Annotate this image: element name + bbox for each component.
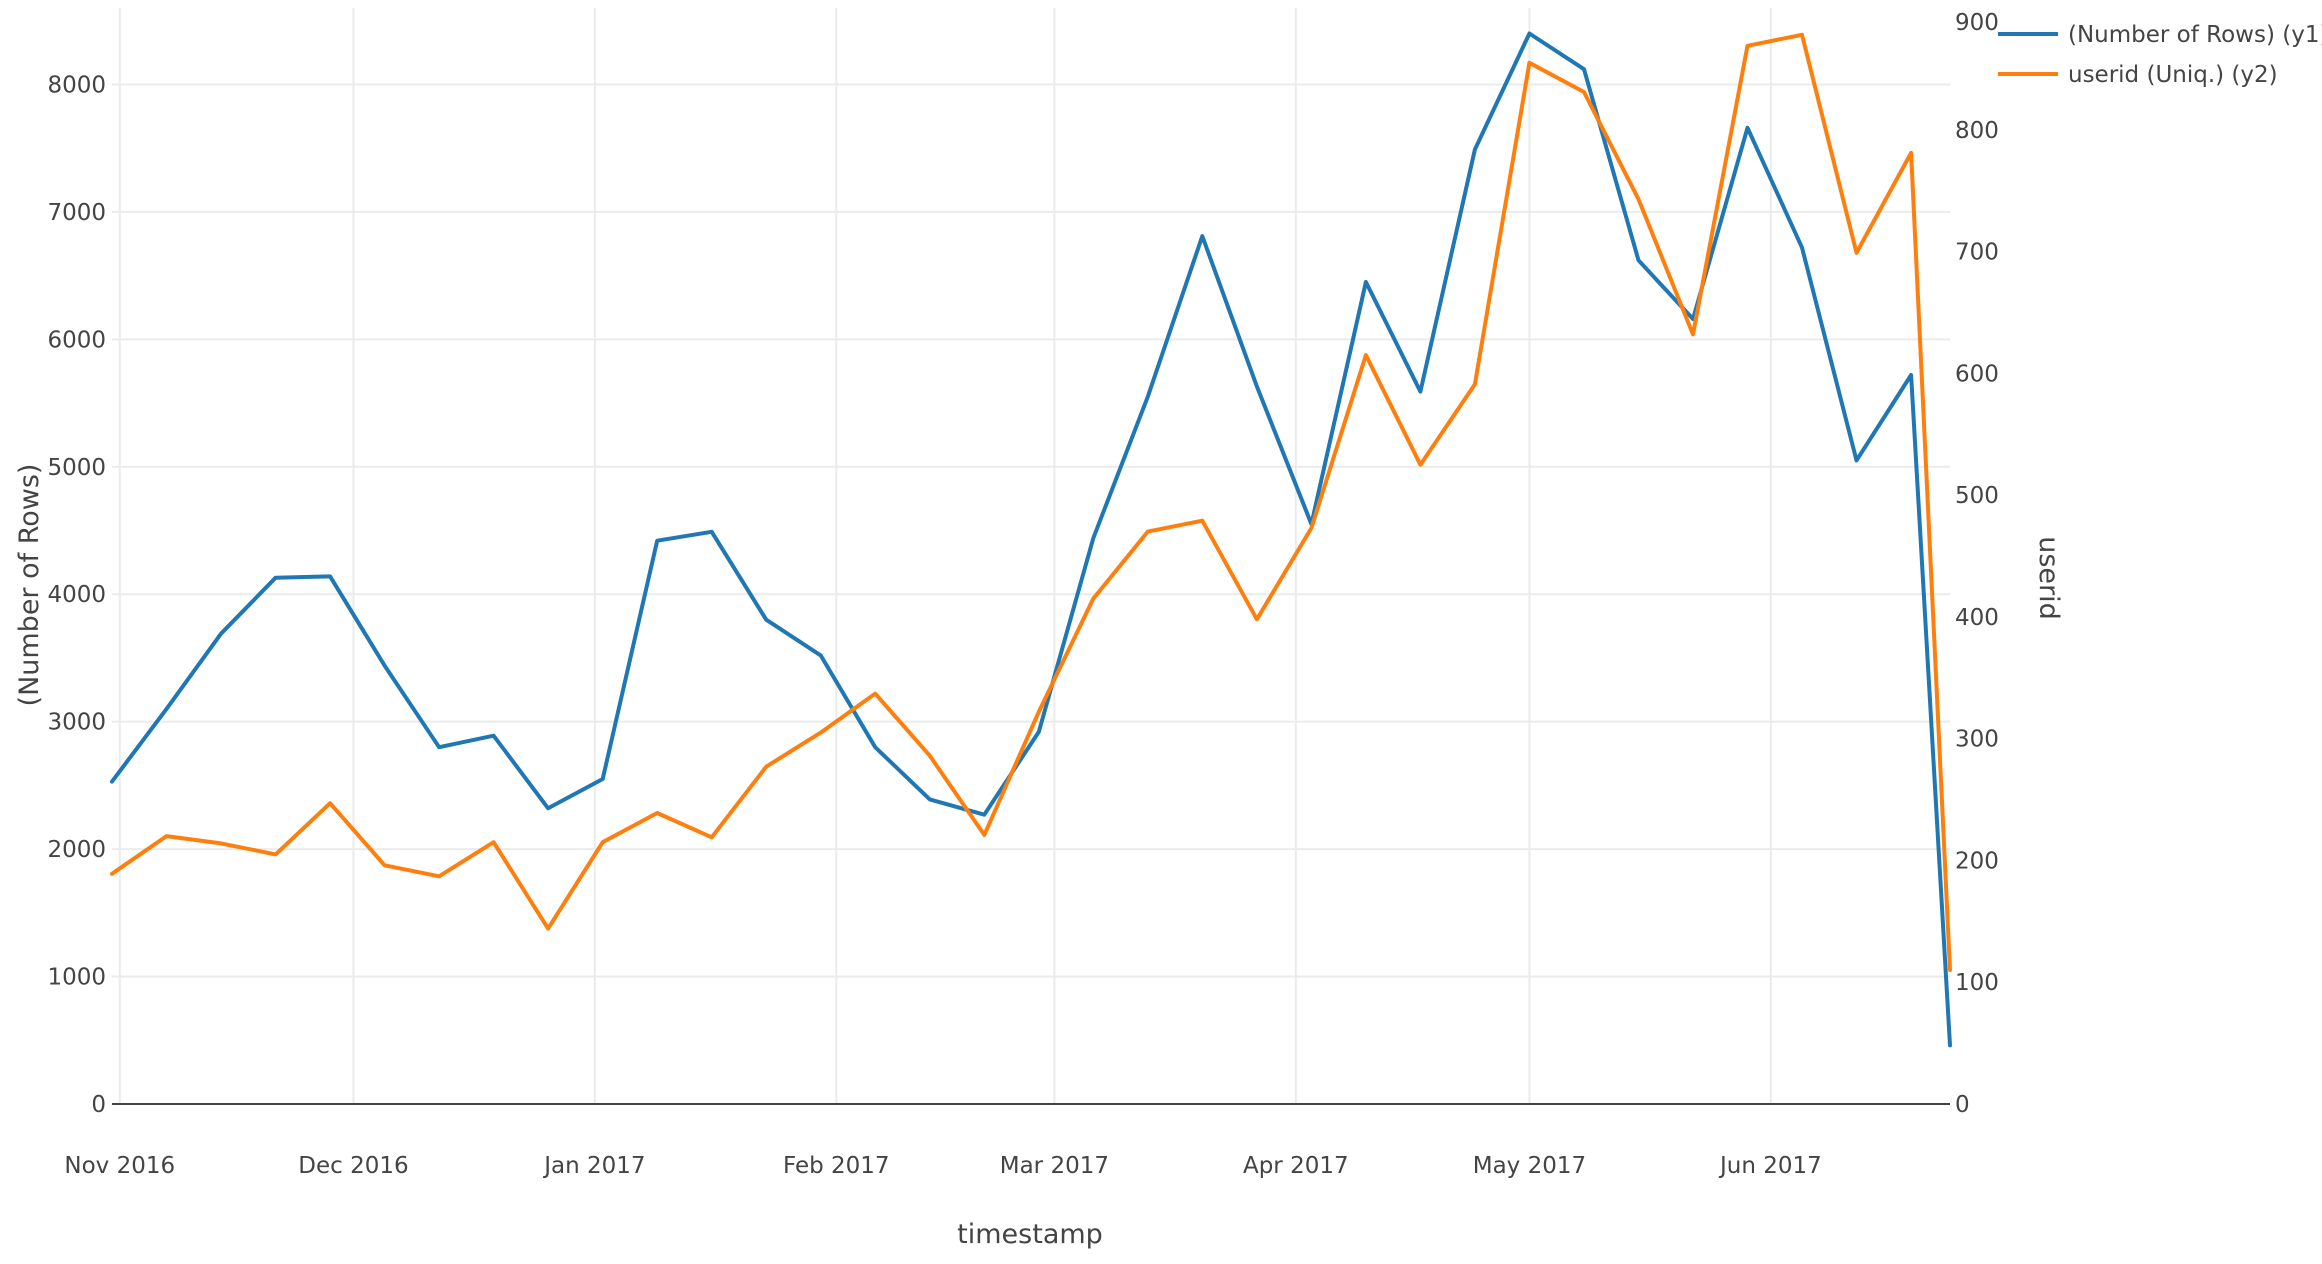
y2-axis-ticks: 0 100 200 300 400 500 600 700 800 900 [1955,10,1999,1118]
y-tick-label: 6000 [47,327,106,353]
y-tick-label: 0 [91,1092,106,1118]
x-tick-label: May 2017 [1473,1153,1586,1179]
legend-item-rows[interactable]: (Number of Rows) (y1) [1998,22,2322,48]
y2-tick-label: 400 [1955,605,1999,631]
plot-area [110,31,1952,1048]
x-tick-label: Apr 2017 [1243,1153,1349,1179]
grid-lines [112,8,1950,1105]
y2-tick-label: 800 [1955,118,1999,144]
legend-label-userid: userid (Uniq.) (y2) [2068,62,2278,88]
y-tick-label: 1000 [47,965,106,991]
y-tick-label: 2000 [47,837,106,863]
x-tick-label: Jan 2017 [542,1153,645,1179]
y-tick-label: 3000 [47,710,106,736]
y-tick-label: 5000 [47,455,106,481]
y2-tick-label: 0 [1955,1092,1970,1118]
y-tick-label: 4000 [47,582,106,608]
y-tick-label: 7000 [47,200,106,226]
y2-tick-label: 200 [1955,848,1999,874]
legend: (Number of Rows) (y1) userid (Uniq.) (y2… [1998,22,2322,88]
y-tick-label: 8000 [47,72,106,98]
legend-label-rows: (Number of Rows) (y1) [2068,22,2322,48]
x-tick-label: Feb 2017 [783,1153,890,1179]
x-tick-label: Jun 2017 [1718,1153,1822,1179]
y2-tick-label: 300 [1955,727,1999,753]
y2-tick-label: 600 [1955,361,1999,387]
legend-item-userid[interactable]: userid (Uniq.) (y2) [1998,62,2278,88]
series-line-rows [110,31,1952,1048]
x-tick-label: Nov 2016 [64,1153,175,1179]
y2-tick-label: 700 [1955,240,1999,266]
x-tick-label: Mar 2017 [1000,1153,1109,1179]
series-line-userid [110,32,1952,972]
y2-tick-label: 100 [1955,970,1999,996]
x-axis-title: timestamp [957,1219,1103,1250]
y-axis-title: (Number of Rows) [14,464,45,707]
y2-tick-label: 500 [1955,483,1999,509]
y-axis-ticks: 0 1000 2000 3000 4000 5000 6000 7000 8000 [47,72,106,1118]
x-tick-label: Dec 2016 [298,1153,408,1179]
y2-tick-label: 900 [1955,10,1999,36]
x-axis-ticks: Nov 2016 Dec 2016 Jan 2017 Feb 2017 Mar 2017… [64,1153,1821,1179]
y2-axis-title: userid [2033,536,2064,620]
